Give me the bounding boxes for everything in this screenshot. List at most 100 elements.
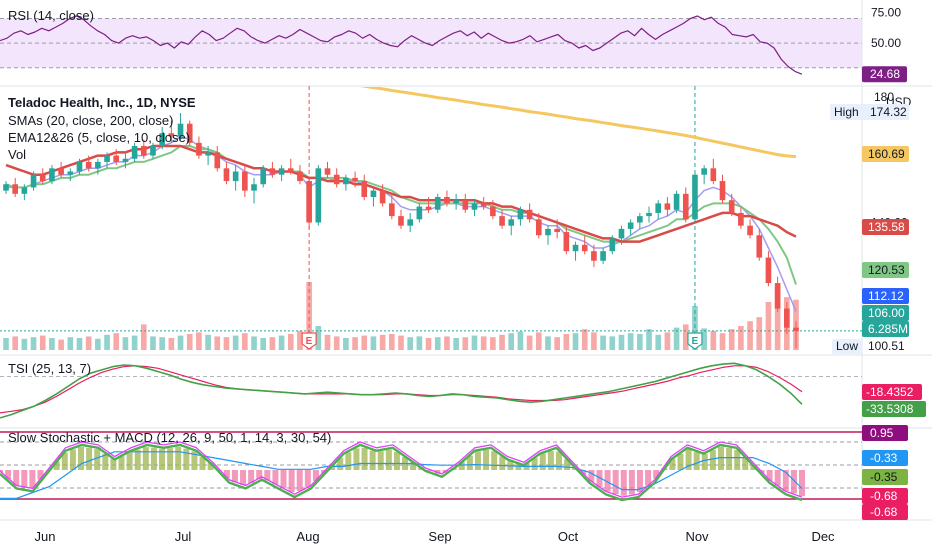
histogram-bar (540, 454, 546, 470)
candle-body (683, 194, 689, 220)
volume-bar (233, 336, 239, 350)
histogram-bar (386, 450, 392, 470)
candle-body (628, 223, 634, 229)
candle-body (793, 328, 799, 331)
stoch-value-2: -0.35 (870, 470, 898, 484)
sma20-value-label: 135.58 (868, 220, 905, 234)
candle-body (3, 184, 9, 190)
volume-bar (711, 331, 717, 350)
tsi-signal-line (0, 366, 802, 413)
candle-body (609, 238, 615, 251)
volume-bar (205, 335, 211, 350)
candle-body (701, 168, 707, 174)
tsi-value: -33.5308 (866, 402, 914, 416)
volume-bar (536, 332, 542, 350)
candle-body (591, 251, 597, 261)
volume-bar (270, 337, 276, 350)
histogram-bar (491, 451, 497, 470)
volume-bar (729, 329, 735, 350)
volume-bar (720, 333, 726, 350)
candle-body (637, 216, 643, 222)
candle-body (417, 207, 423, 220)
candle-body (481, 203, 487, 206)
histogram-bar (362, 448, 368, 470)
volume-bar (371, 336, 377, 350)
candle-body (205, 152, 211, 155)
volume-bar (343, 338, 349, 350)
candle-body (31, 175, 37, 188)
stoch-value-4: -0.68 (870, 505, 898, 519)
histogram-bar (272, 470, 278, 484)
candle-body (398, 216, 404, 226)
earnings-marker-label: E (306, 336, 313, 347)
price-axis[interactable]: 75.0050.0024.68180USD140.00High174.32160… (830, 5, 926, 520)
candle-body (756, 235, 762, 257)
volume-bar (600, 336, 606, 350)
candle-body (316, 168, 322, 222)
volume-bar (564, 334, 570, 350)
candle-body (113, 156, 119, 162)
volume-bar (334, 336, 340, 350)
candle-body (665, 203, 671, 209)
volume-bar (453, 338, 459, 350)
volume-bar (582, 329, 588, 350)
tsi-legend: TSI (25, 13, 7) (8, 361, 91, 376)
candle-body (104, 156, 110, 162)
low-tag-label: Low (836, 339, 858, 353)
histogram-bar (289, 470, 295, 492)
candle-body (288, 168, 294, 171)
volume-bar (86, 336, 92, 350)
volume-bar (747, 321, 753, 350)
volume-bar (187, 334, 193, 350)
candle-body (426, 207, 432, 210)
candle-body (279, 168, 285, 174)
candle-body (508, 219, 514, 225)
volume-bar (58, 340, 64, 350)
candle-body (582, 245, 588, 251)
candle-body (646, 213, 652, 216)
candle-body (490, 207, 496, 217)
tsi-signal-value: -18.4352 (866, 385, 914, 399)
candle-body (600, 251, 606, 261)
histogram-bar (694, 452, 700, 470)
time-axis-label: Oct (558, 529, 579, 544)
earnings-marker-label: E (691, 336, 698, 347)
time-axis-label: Sep (428, 529, 451, 544)
rsi-pane[interactable]: RSI (14, close) (0, 8, 862, 74)
rsi-legend: RSI (14, close) (8, 8, 94, 23)
volume-bar (490, 337, 496, 350)
candle-body (711, 168, 717, 181)
histogram-bar (86, 448, 92, 470)
candle-body (233, 172, 239, 182)
candle-body (462, 200, 468, 210)
histogram-bar (629, 470, 635, 494)
candle-body (674, 194, 680, 210)
histogram-bar (394, 452, 400, 470)
histogram-bar (127, 452, 133, 470)
histogram-bar (370, 451, 376, 470)
candle-body (380, 191, 386, 204)
histogram-bar (305, 470, 311, 487)
stoch-legend: Slow Stochastic + MACD (12, 26, 9, 50, 1… (8, 430, 331, 445)
volume-bar (407, 337, 413, 350)
histogram-bar (677, 454, 683, 470)
candle-body (141, 146, 147, 156)
candle-body (150, 146, 156, 156)
volume-bar (417, 336, 423, 350)
candle-body (518, 210, 524, 220)
candle-body (389, 203, 395, 216)
histogram-bar (110, 459, 116, 470)
histogram-bar (710, 450, 716, 470)
candle-body (123, 159, 129, 162)
ema10-value-label: 120.53 (868, 263, 905, 277)
symbol-title: Teladoc Health, Inc., 1D, NYSE (8, 95, 196, 110)
volume-bar (95, 339, 101, 350)
candle-body (224, 168, 230, 181)
rsi-axis-tick: 50.00 (871, 36, 901, 50)
tsi-pane[interactable] (0, 363, 862, 418)
histogram-bar (799, 470, 805, 496)
candle-body (655, 203, 661, 213)
